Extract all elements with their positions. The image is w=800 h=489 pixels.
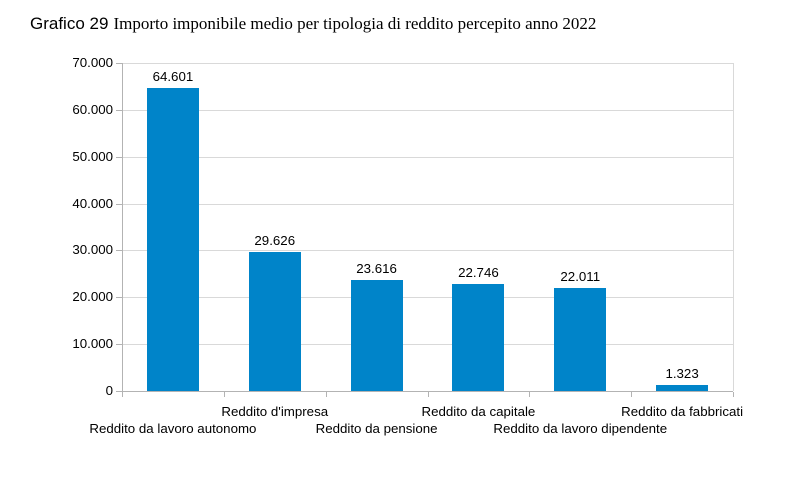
bar-value-label: 22.011 bbox=[560, 269, 601, 284]
y-axis-label: 0 bbox=[105, 383, 113, 398]
x-axis-category-label: Reddito da pensione bbox=[315, 421, 438, 436]
y-axis-label: 30.000 bbox=[72, 242, 113, 257]
x-axis-category-label: Reddito da lavoro dipendente bbox=[493, 421, 668, 436]
chart-title: Grafico 29 Importo imponibile medio per t… bbox=[30, 13, 596, 35]
gridline bbox=[122, 250, 733, 251]
y-axis-line bbox=[122, 63, 123, 392]
plot-right-border bbox=[733, 63, 734, 391]
bar bbox=[147, 88, 199, 391]
chart-title-prefix: Grafico 29 bbox=[30, 14, 109, 33]
x-axis-tick bbox=[122, 392, 123, 397]
bar-value-label: 64.601 bbox=[152, 69, 194, 84]
x-axis-tick bbox=[326, 392, 327, 397]
x-axis-tick bbox=[224, 392, 225, 397]
y-axis-tick bbox=[116, 250, 122, 251]
y-axis-tick bbox=[116, 204, 122, 205]
y-axis-label: 40.000 bbox=[72, 196, 113, 211]
y-axis-tick bbox=[116, 63, 122, 64]
bar bbox=[249, 252, 301, 391]
x-axis-tick bbox=[428, 392, 429, 397]
y-axis-tick bbox=[116, 297, 122, 298]
x-axis-category-label: Reddito da lavoro autonomo bbox=[89, 421, 257, 436]
gridline bbox=[122, 63, 733, 64]
chart-title-text: Importo imponibile medio per tipologia d… bbox=[113, 14, 597, 33]
bar-value-label: 1.323 bbox=[665, 366, 699, 381]
y-axis-tick bbox=[116, 110, 122, 111]
x-axis-category-label: Reddito da fabbricati bbox=[621, 404, 744, 419]
bar-value-label: 29.626 bbox=[254, 233, 296, 248]
x-axis-tick bbox=[631, 392, 632, 397]
bar-value-label: 22.746 bbox=[458, 265, 499, 280]
y-axis-tick bbox=[116, 344, 122, 345]
y-axis-label: 60.000 bbox=[72, 102, 113, 117]
bar bbox=[452, 284, 504, 391]
x-axis-category-label: Reddito d'impresa bbox=[221, 404, 329, 419]
x-axis-category-label: Reddito da capitale bbox=[421, 404, 536, 419]
y-axis-label: 10.000 bbox=[72, 336, 113, 351]
y-axis-tick bbox=[116, 391, 122, 392]
y-axis-tick bbox=[116, 157, 122, 158]
bar bbox=[554, 288, 606, 391]
gridline bbox=[122, 157, 733, 158]
gridline bbox=[122, 110, 733, 111]
y-axis-label: 20.000 bbox=[72, 289, 113, 304]
bar bbox=[351, 280, 403, 391]
x-axis-tick bbox=[733, 392, 734, 397]
x-axis-tick bbox=[529, 392, 530, 397]
bar bbox=[656, 385, 708, 391]
gridline bbox=[122, 204, 733, 205]
y-axis-label: 50.000 bbox=[72, 149, 113, 164]
y-axis-label: 70.000 bbox=[72, 55, 113, 70]
x-axis-line bbox=[122, 391, 733, 392]
gridline bbox=[122, 344, 733, 345]
bar-value-label: 23.616 bbox=[356, 261, 397, 276]
gridline bbox=[122, 297, 733, 298]
